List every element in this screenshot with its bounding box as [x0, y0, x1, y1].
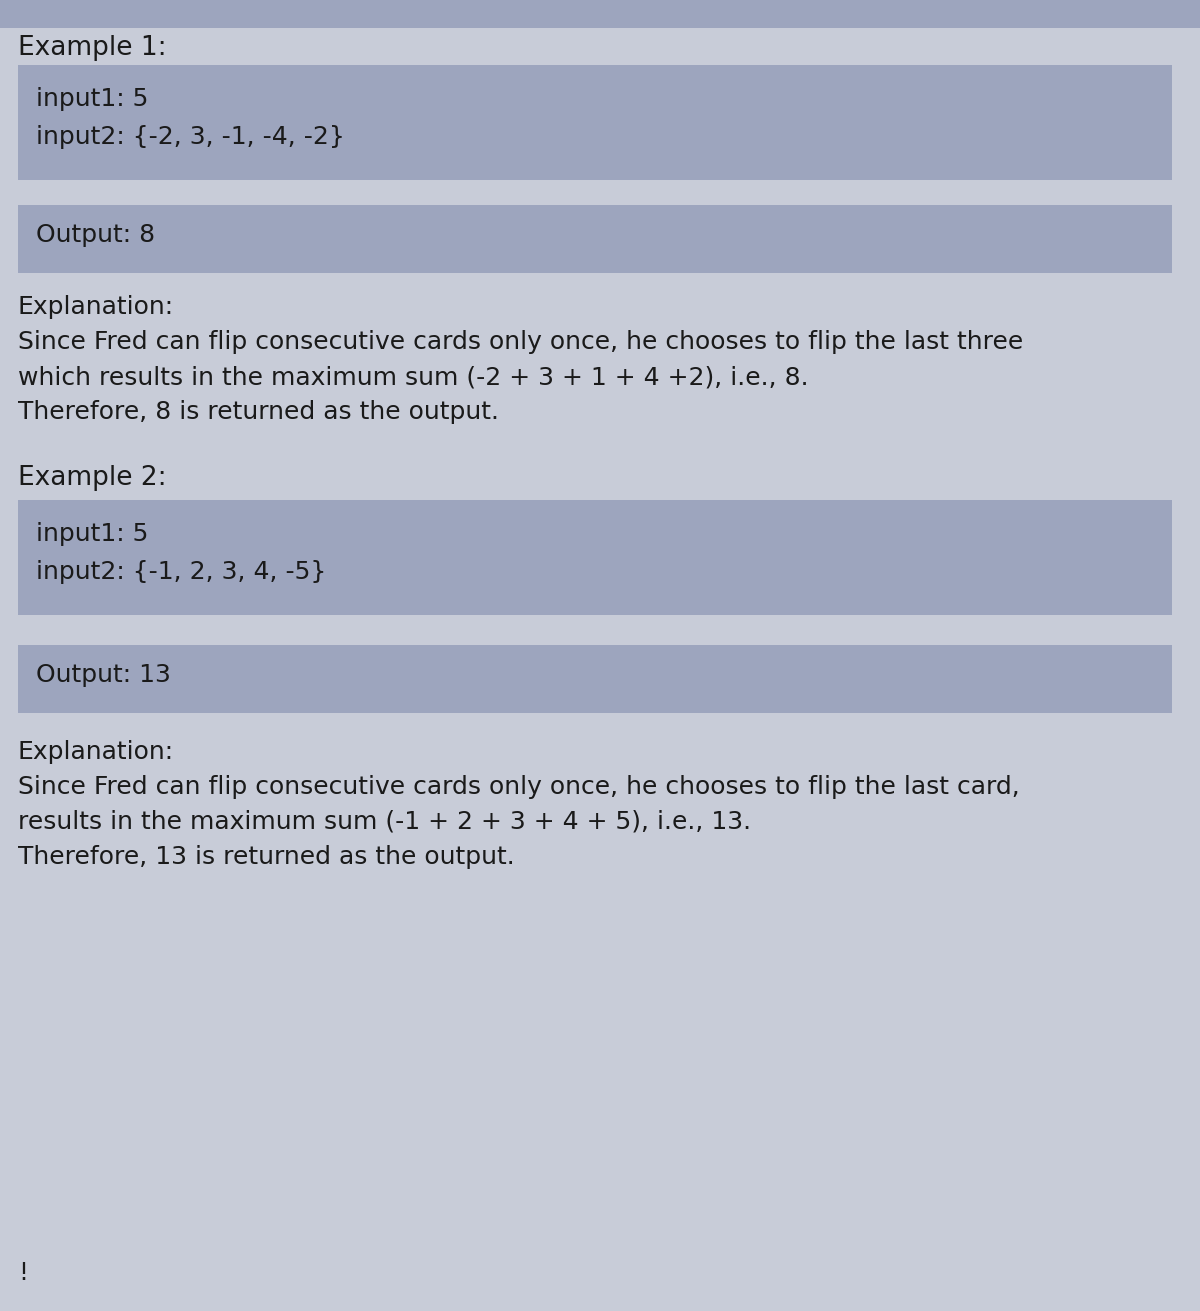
Text: results in the maximum sum (-1 + 2 + 3 + 4 + 5), i.e., 13.: results in the maximum sum (-1 + 2 + 3 +…: [18, 810, 751, 834]
Bar: [18, 645, 1172, 713]
Text: input2: {-1, 2, 3, 4, -5}: input2: {-1, 2, 3, 4, -5}: [36, 560, 326, 583]
Text: Output: 13: Output: 13: [36, 663, 170, 687]
Text: Explanation:: Explanation:: [18, 295, 174, 319]
Text: !: !: [18, 1261, 28, 1285]
Text: Output: 8: Output: 8: [36, 223, 155, 246]
Text: input1: 5: input1: 5: [36, 87, 149, 111]
Text: Since Fred can flip consecutive cards only once, he chooses to flip the last thr: Since Fred can flip consecutive cards on…: [18, 330, 1024, 354]
Text: Therefore, 13 is returned as the output.: Therefore, 13 is returned as the output.: [18, 846, 515, 869]
Bar: [18, 499, 1172, 615]
Text: Therefore, 8 is returned as the output.: Therefore, 8 is returned as the output.: [18, 400, 499, 423]
Text: input2: {-2, 3, -1, -4, -2}: input2: {-2, 3, -1, -4, -2}: [36, 125, 344, 149]
Bar: [18, 205, 1172, 273]
Bar: [18, 66, 1172, 180]
Text: Explanation:: Explanation:: [18, 739, 174, 764]
Bar: [0, 0, 1200, 28]
Text: Since Fred can flip consecutive cards only once, he chooses to flip the last car: Since Fred can flip consecutive cards on…: [18, 775, 1020, 798]
Text: input1: 5: input1: 5: [36, 522, 149, 545]
Text: Example 2:: Example 2:: [18, 465, 167, 492]
Text: which results in the maximum sum (-2 + 3 + 1 + 4 +2), i.e., 8.: which results in the maximum sum (-2 + 3…: [18, 364, 809, 389]
Text: Example 1:: Example 1:: [18, 35, 167, 62]
